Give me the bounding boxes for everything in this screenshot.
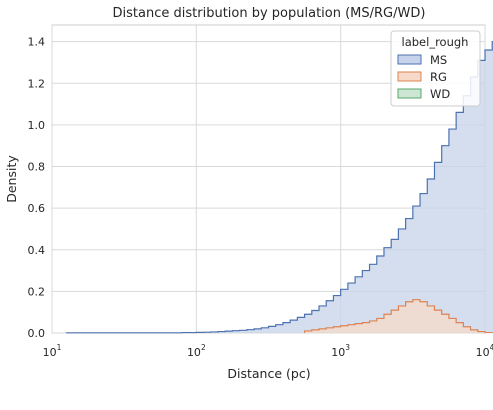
y-tick-label: 0.6	[28, 202, 46, 215]
x-tick-base: 10	[331, 346, 345, 359]
x-tick-label: 101	[43, 343, 62, 359]
x-tick-label: 103	[331, 343, 350, 359]
x-tick-exponent: 4	[490, 343, 493, 352]
x-axis-label: Distance (pc)	[227, 366, 310, 381]
legend-box	[390, 30, 481, 107]
legend-label-rg: RG	[430, 70, 447, 84]
x-tick-exponent: 1	[57, 343, 62, 352]
y-tick-label: 0.4	[28, 244, 46, 257]
x-tick-label: 102	[187, 343, 206, 359]
x-tick-base: 10	[476, 346, 490, 359]
y-tick-label: 1.2	[28, 77, 46, 90]
series-outline-ms	[65, 41, 493, 334]
chart-title: Distance distribution by population (MS/…	[113, 6, 426, 21]
y-tick-label: 0.0	[28, 327, 46, 340]
y-tick-label: 1.4	[28, 36, 46, 49]
x-tick-exponent: 3	[345, 343, 350, 352]
legend-swatch-rg	[397, 71, 422, 82]
legend: label_rough MS RG WD	[390, 30, 481, 107]
x-tick-base: 10	[187, 346, 201, 359]
y-axis-label: Density	[4, 155, 19, 203]
x-tick-exponent: 2	[201, 343, 206, 352]
x-tick-label: 104	[476, 343, 493, 359]
series-fill-rg	[304, 299, 493, 333]
y-tick-label: 1.0	[28, 119, 46, 132]
series-fill-ms	[66, 41, 493, 333]
y-tick-labels: 0.0 0.2 0.4 0.6 0.8 1.0 1.2 1.4	[28, 36, 46, 340]
legend-entries: MS RG WD	[397, 53, 450, 101]
legend-title: label_rough	[402, 35, 469, 49]
x-tick-base: 10	[43, 346, 57, 359]
y-tick-label: 0.8	[28, 161, 46, 174]
legend-swatch-wd	[397, 88, 422, 99]
series-layer	[65, 41, 493, 334]
legend-swatch-ms	[397, 54, 422, 65]
series-outline-rg	[303, 299, 493, 334]
legend-label-wd: WD	[430, 87, 450, 101]
x-tick-labels: 101 102 103 104	[43, 343, 493, 359]
y-tick-label: 0.2	[28, 285, 46, 298]
legend-label-ms: MS	[430, 53, 447, 67]
